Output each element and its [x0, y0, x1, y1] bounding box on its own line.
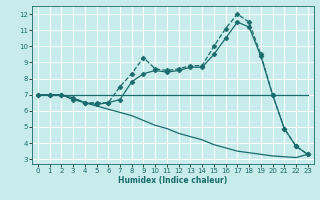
X-axis label: Humidex (Indice chaleur): Humidex (Indice chaleur) — [118, 176, 228, 185]
